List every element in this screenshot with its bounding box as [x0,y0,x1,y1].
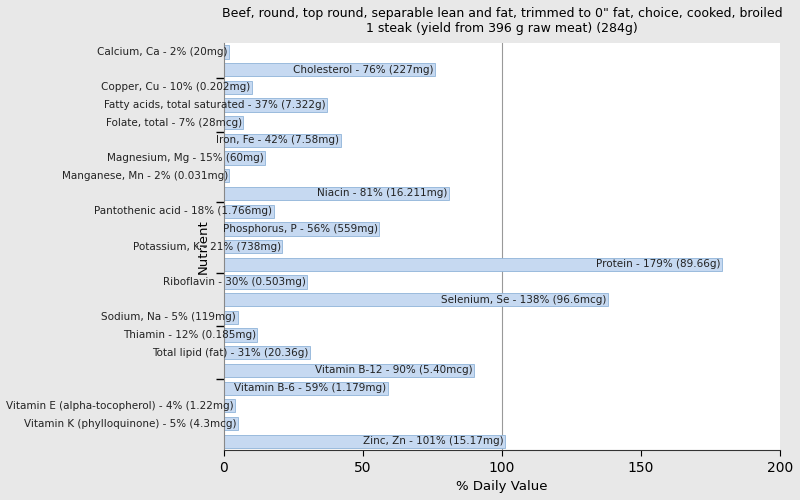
Text: Phosphorus, P - 56% (559mg): Phosphorus, P - 56% (559mg) [223,224,378,234]
Text: Niacin - 81% (16.211mg): Niacin - 81% (16.211mg) [318,188,447,198]
Bar [224,364,474,377]
Text: Cholesterol - 76% (227mg): Cholesterol - 76% (227mg) [293,64,434,74]
Text: Pantothenic acid - 18% (1.766mg): Pantothenic acid - 18% (1.766mg) [94,206,272,216]
Bar [224,116,243,130]
Text: Zinc, Zn - 101% (15.17mg): Zinc, Zn - 101% (15.17mg) [362,436,503,446]
Bar [224,98,326,112]
Text: Folate, total - 7% (28mcg): Folate, total - 7% (28mcg) [106,118,242,128]
Bar [224,134,341,147]
X-axis label: % Daily Value: % Daily Value [456,480,547,493]
Text: Fatty acids, total saturated - 37% (7.322g): Fatty acids, total saturated - 37% (7.32… [104,100,326,110]
Bar [224,346,310,360]
Bar [224,240,282,253]
Text: Vitamin B-6 - 59% (1.179mg): Vitamin B-6 - 59% (1.179mg) [234,383,386,393]
Bar [224,293,607,306]
Bar [224,399,235,412]
Text: Vitamin K (phylloquinone) - 5% (4.3mcg): Vitamin K (phylloquinone) - 5% (4.3mcg) [24,418,236,428]
Text: Total lipid (fat) - 31% (20.36g): Total lipid (fat) - 31% (20.36g) [152,348,309,358]
Text: Iron, Fe - 42% (7.58mg): Iron, Fe - 42% (7.58mg) [216,136,339,145]
Bar [224,434,505,448]
Bar [224,80,251,94]
Text: Sodium, Na - 5% (119mg): Sodium, Na - 5% (119mg) [102,312,236,322]
Title: Beef, round, top round, separable lean and fat, trimmed to 0" fat, choice, cooke: Beef, round, top round, separable lean a… [222,7,782,35]
Bar [224,417,238,430]
Text: Copper, Cu - 10% (0.202mg): Copper, Cu - 10% (0.202mg) [101,82,250,92]
Bar [224,328,257,342]
Text: Riboflavin - 30% (0.503mg): Riboflavin - 30% (0.503mg) [163,277,306,287]
Text: Manganese, Mn - 2% (0.031mg): Manganese, Mn - 2% (0.031mg) [62,171,228,181]
Text: Potassium, K - 21% (738mg): Potassium, K - 21% (738mg) [133,242,281,252]
Bar [224,63,435,76]
Bar [224,152,266,164]
Bar [224,187,449,200]
Bar [224,276,307,288]
Text: Thiamin - 12% (0.185mg): Thiamin - 12% (0.185mg) [122,330,256,340]
Text: Selenium, Se - 138% (96.6mcg): Selenium, Se - 138% (96.6mcg) [441,294,606,304]
Text: Calcium, Ca - 2% (20mg): Calcium, Ca - 2% (20mg) [98,47,228,57]
Text: Magnesium, Mg - 15% (60mg): Magnesium, Mg - 15% (60mg) [107,153,264,163]
Bar [224,222,379,235]
Bar [224,46,230,59]
Bar [224,258,722,271]
Text: Protein - 179% (89.66g): Protein - 179% (89.66g) [596,260,720,270]
Bar [224,310,238,324]
Y-axis label: Nutrient: Nutrient [197,219,210,274]
Bar [224,382,388,395]
Text: Vitamin E (alpha-tocopherol) - 4% (1.22mg): Vitamin E (alpha-tocopherol) - 4% (1.22m… [6,401,234,411]
Bar [224,169,230,182]
Text: Vitamin B-12 - 90% (5.40mcg): Vitamin B-12 - 90% (5.40mcg) [315,366,473,376]
Bar [224,204,274,218]
